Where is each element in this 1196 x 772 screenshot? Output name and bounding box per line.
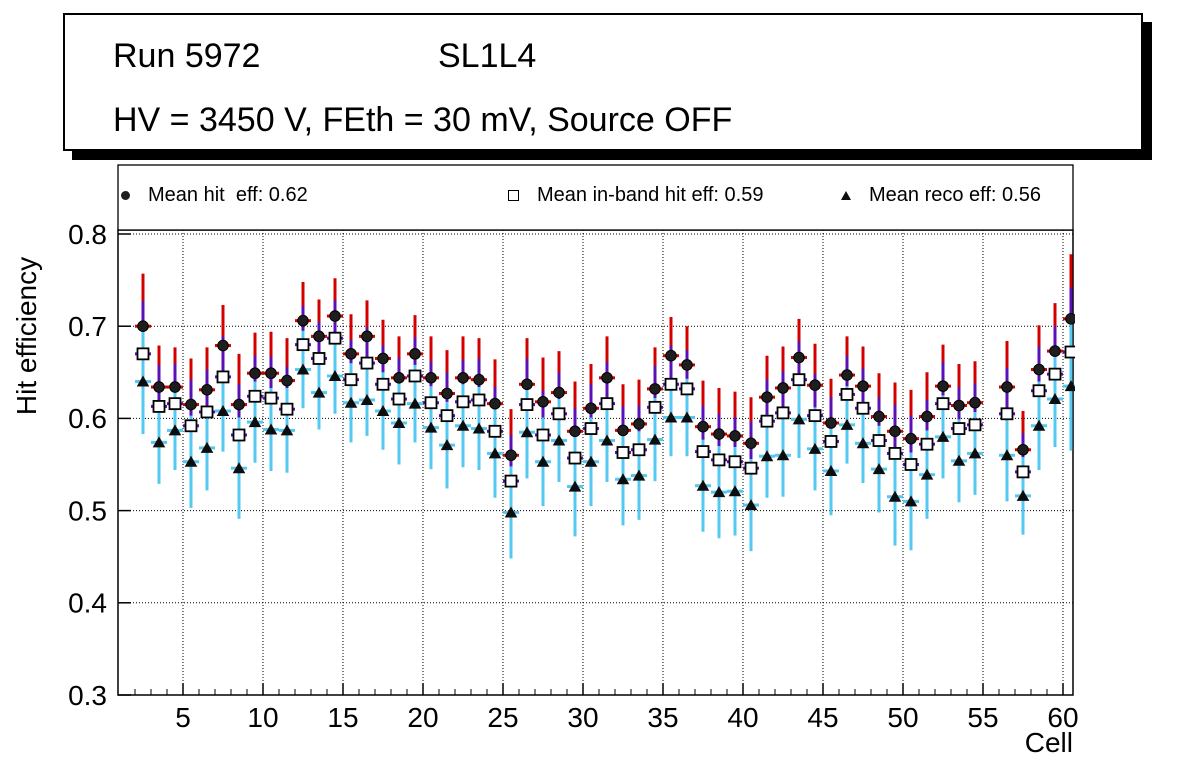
run-label: Run 5972 (113, 37, 261, 75)
svg-text:50: 50 (887, 702, 918, 733)
svg-text:0.3: 0.3 (68, 680, 107, 711)
svg-text:45: 45 (807, 702, 838, 733)
svg-text:0.6: 0.6 (68, 403, 107, 434)
svg-text:55: 55 (967, 702, 998, 733)
legend-entry-inband-eff: Mean in-band hit eff: 0.59 (508, 184, 763, 207)
svg-text:35: 35 (647, 702, 678, 733)
legend-entry-hit-eff: Mean hit eff: 0.62 (121, 184, 308, 207)
svg-text:30: 30 (567, 702, 598, 733)
legend-entry-reco-eff: Mean reco eff: 0.56 (841, 184, 1041, 207)
svg-text:25: 25 (487, 702, 518, 733)
filled-circle-icon (121, 191, 130, 200)
svg-text:0.8: 0.8 (68, 219, 107, 250)
svg-text:Cell: Cell (1025, 727, 1073, 758)
title-line1: Run 5972 SL1L4 (113, 37, 536, 76)
svg-text:20: 20 (407, 702, 438, 733)
svg-text:0.7: 0.7 (68, 311, 107, 342)
filled-triangle-icon (841, 191, 851, 200)
legend-label-reco-eff: Mean reco eff: 0.56 (869, 184, 1041, 206)
legend-label-hit-eff: Mean hit eff: 0.62 (148, 184, 308, 206)
svg-text:10: 10 (247, 702, 278, 733)
conditions-label: HV = 3450 V, FEth = 30 mV, Source OFF (113, 101, 733, 139)
svg-text:15: 15 (327, 702, 358, 733)
chamber-label: SL1L4 (438, 37, 537, 75)
svg-text:60: 60 (1047, 702, 1078, 733)
svg-text:0.4: 0.4 (68, 588, 107, 619)
svg-text:40: 40 (727, 702, 758, 733)
svg-text:0.5: 0.5 (68, 495, 107, 526)
open-square-icon (508, 190, 519, 201)
title-box: Run 5972 SL1L4 HV = 3450 V, FEth = 30 mV,… (63, 13, 1143, 151)
legend-label-inband-eff: Mean in-band hit eff: 0.59 (537, 184, 764, 206)
svg-text:Hit efficiency: Hit efficiency (11, 257, 42, 415)
svg-text:5: 5 (175, 702, 191, 733)
